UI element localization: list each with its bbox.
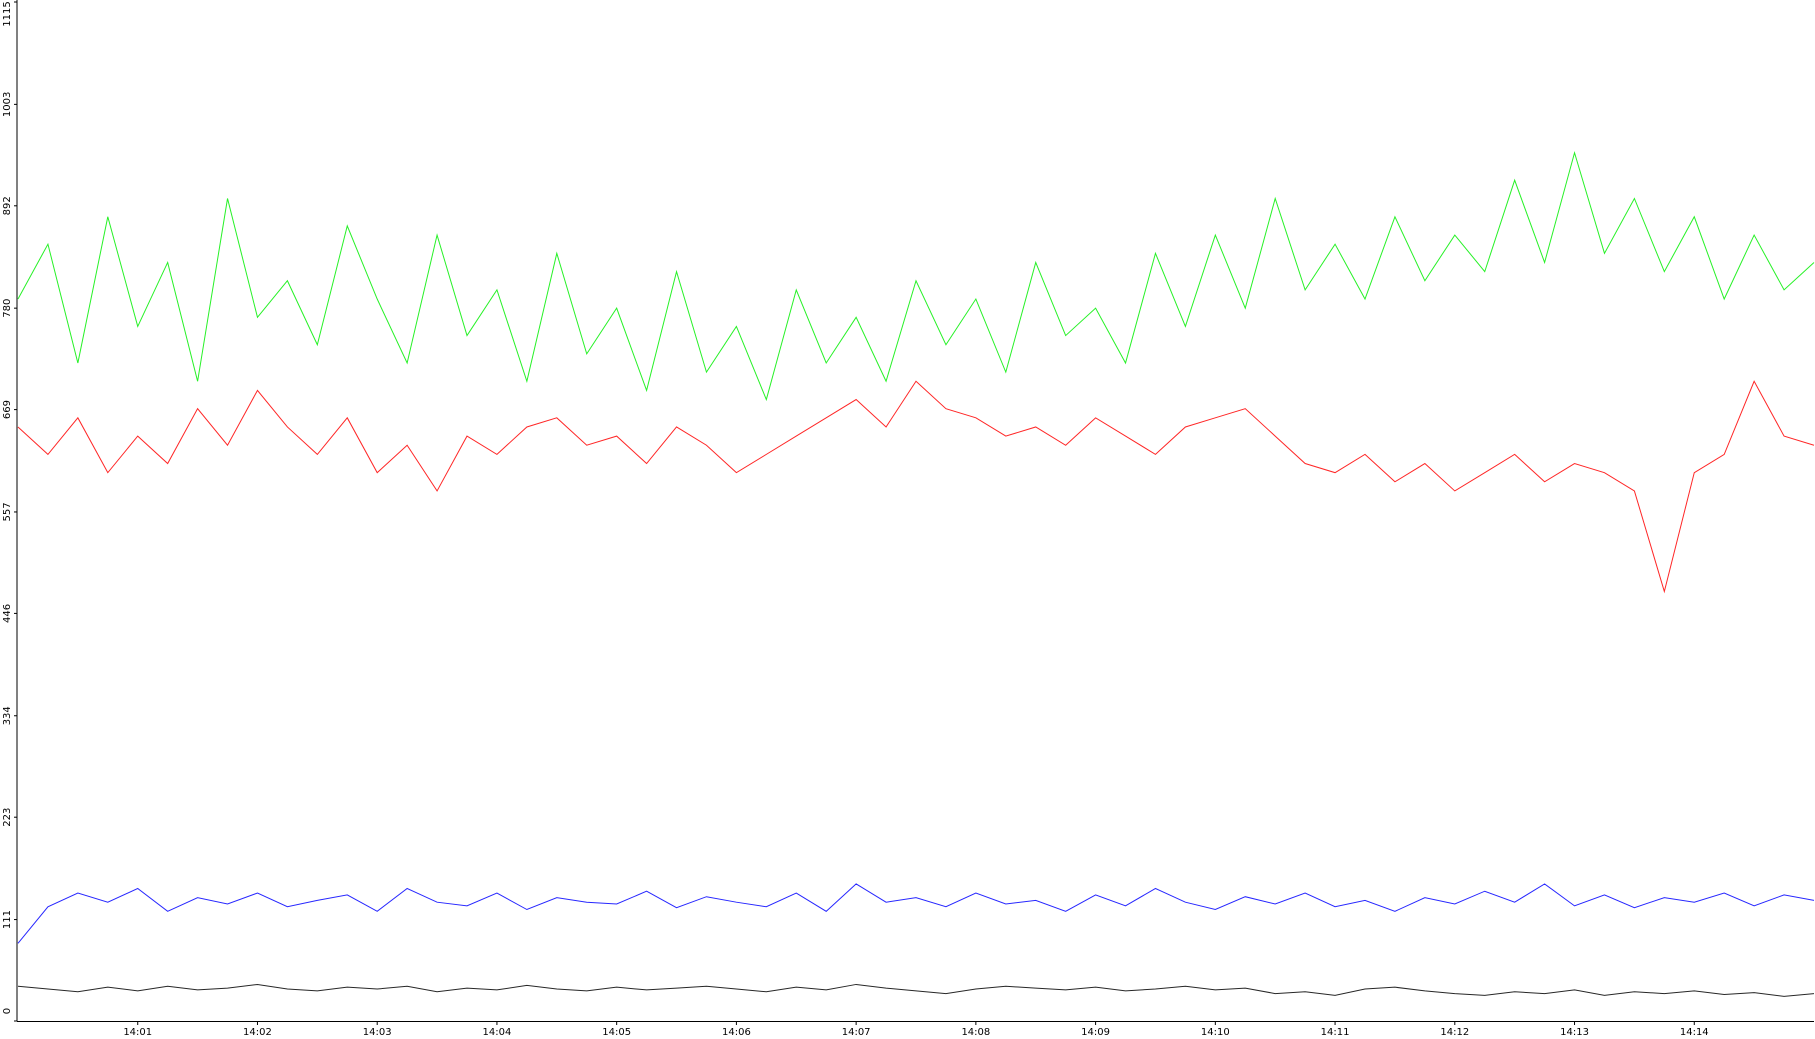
x-tick-label: 14:03 [363,1027,392,1038]
y-tick-label: 1003 [2,92,13,117]
x-tick-label: 14:09 [1081,1027,1110,1038]
x-tick-label: 14:10 [1201,1027,1230,1038]
y-tick-label: 0 [2,1008,13,1014]
y-tick-label: 334 [2,706,13,725]
series-line [17,983,1815,997]
x-tick-label: 14:13 [1560,1027,1589,1038]
x-tick-label: 14:11 [1321,1027,1350,1038]
series-line [17,883,1815,944]
x-tick-label: 14:06 [722,1027,751,1038]
y-tick-label: 1115 [2,1,13,26]
y-tick-label: 669 [2,400,13,419]
x-tick-label: 14:12 [1440,1027,1469,1038]
x-tick-label: 14:08 [961,1027,990,1038]
x-tick-label: 14:01 [123,1027,152,1038]
y-tick-label: 892 [2,196,13,215]
y-tick-label: 780 [2,299,13,318]
x-tick-label: 14:02 [243,1027,272,1038]
x-tick-label: 14:04 [483,1027,512,1038]
series-line [17,150,1815,402]
x-tick-label: 14:07 [842,1027,871,1038]
x-tick-label: 14:14 [1680,1027,1709,1038]
x-tick-label: 14:05 [602,1027,631,1038]
series-line [17,380,1815,594]
y-tick-label: 557 [2,502,13,521]
y-tick-label: 111 [2,910,13,929]
y-tick-label: 446 [2,604,13,623]
y-tick-label: 223 [2,808,13,827]
